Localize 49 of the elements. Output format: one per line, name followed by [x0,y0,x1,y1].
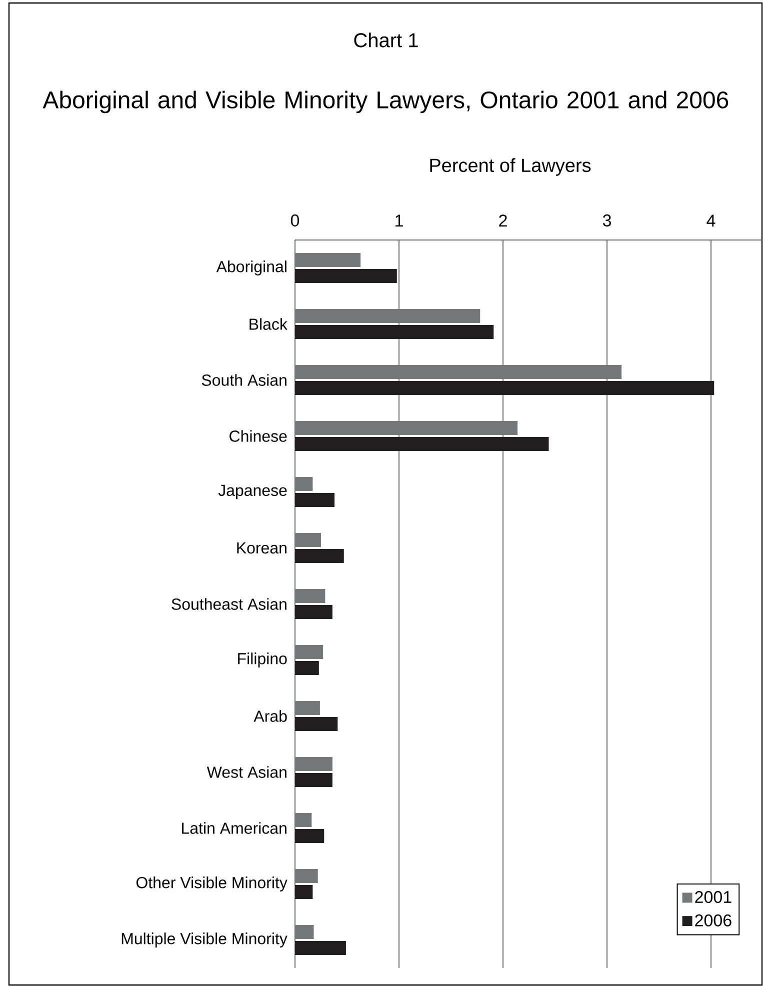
y-tick-label: Chinese [230,430,287,442]
y-tick-label: Korean [237,542,286,554]
bar [295,493,335,507]
bar [295,421,518,435]
bar [295,757,332,772]
bar [295,869,318,884]
y-tick-label: Japanese [218,484,287,500]
y-tick-label: Multiple Visible Minority [122,932,288,948]
bar [295,813,312,828]
y-tick-label: Black [250,318,288,330]
bar [295,549,344,564]
bar [295,533,321,547]
y-tick-label: Arab [254,710,287,722]
y-tick-label: Other Visible Minority [136,876,288,892]
bar [295,605,332,619]
x-tick-label: 1 [396,214,403,226]
bar [295,645,324,659]
bar [295,589,326,604]
y-tick-label: Aboriginal [216,260,286,276]
bar [295,661,319,676]
legend-label: 2006 [695,914,732,926]
bar [295,252,361,267]
chart-title: Aboriginal and Visible Minority Lawyers, Ontario 2001 and 2006 [42,90,728,114]
bar [295,885,313,900]
bar [295,477,313,492]
bar [295,701,320,716]
x-tick-label: 3 [602,214,611,226]
y-tick-label: Southeast Asian [172,598,286,610]
bar [295,773,332,788]
y-tick-label: South Asian [202,374,286,386]
y-tick-label: West Asian [206,766,286,778]
bar [295,269,397,283]
x-tick-label: 4 [706,214,716,226]
chart-subtitle: Chart 1 [354,32,418,48]
bar [295,941,346,956]
bar [295,925,314,940]
bar [295,309,480,323]
y-tick-label: Latin American [182,822,286,834]
x-axis-title: Percent of Lawyers [430,158,591,176]
bar [295,717,338,732]
legend-label: 2001 [695,891,732,904]
y-tick-label: Filipino [238,652,287,668]
bar [295,381,714,395]
bar [295,325,494,339]
bar [295,829,324,844]
bar [295,365,622,379]
x-tick-label: 0 [290,214,300,226]
x-tick-label: 2 [499,214,507,226]
bar [295,437,549,452]
